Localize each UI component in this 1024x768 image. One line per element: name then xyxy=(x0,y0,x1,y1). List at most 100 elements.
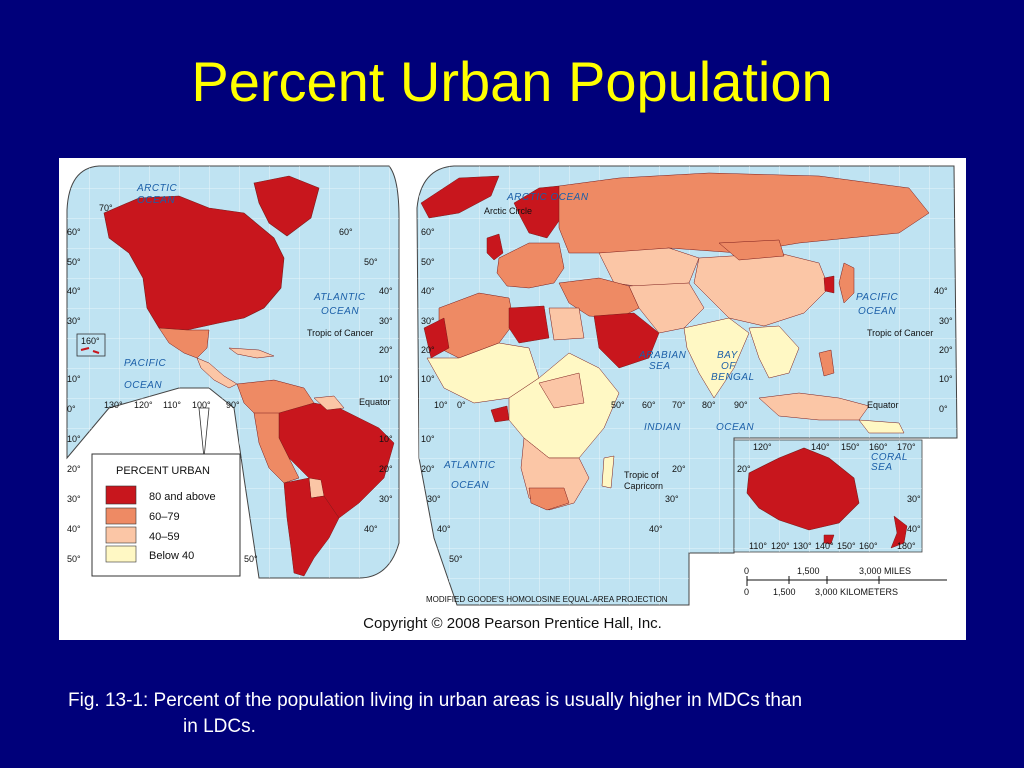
saudi-arabia xyxy=(593,312,660,369)
scale-miles-0: 0 xyxy=(744,566,749,576)
arabian-sea-label-2: SEA xyxy=(649,361,671,372)
southeast-asia xyxy=(748,325,800,379)
lat-30-wl: 30° xyxy=(67,316,81,326)
scale-km-0: 0 xyxy=(744,587,749,597)
lat-20-el: 20° xyxy=(421,345,435,355)
atlantic-ocean-label-s1: ATLANTIC xyxy=(443,460,496,471)
legend-label-3: 40–59 xyxy=(149,531,180,543)
central-african-states xyxy=(538,372,585,409)
legend-swatch-4 xyxy=(105,545,137,563)
lat-0-er: 0° xyxy=(939,404,948,414)
atlantic-ocean-label-n2: OCEAN xyxy=(321,306,359,317)
equator-label-w: Equator xyxy=(359,397,391,407)
copyright-notice: Copyright © 2008 Pearson Prentice Hall, … xyxy=(363,615,662,632)
western-europe xyxy=(496,242,565,289)
tropic-of-cancer-label-e: Tropic of Cancer xyxy=(867,328,933,338)
lat-40s-emid: 40° xyxy=(649,524,663,534)
lat-40-wl: 40° xyxy=(67,286,81,296)
lon-10w-e: 10° xyxy=(434,400,448,410)
lat-30s-wl: 30° xyxy=(67,494,81,504)
lat-10s-el: 10° xyxy=(421,434,435,444)
scale-km-3000: 3,000 KILOMETERS xyxy=(815,587,898,597)
australia xyxy=(746,447,860,531)
southern-cone xyxy=(283,477,340,577)
lon-160-inset-top: 160° xyxy=(869,442,888,452)
indian-ocean-label-2: OCEAN xyxy=(716,422,754,433)
lon-180-inset-b: 180° xyxy=(897,541,916,551)
indian-ocean-label-1: INDIAN xyxy=(644,422,681,433)
legend-swatch-3 xyxy=(105,526,137,544)
lat-20s-wl: 20° xyxy=(67,464,81,474)
indonesia xyxy=(758,392,870,421)
tropic-of-cancer-label-w: Tropic of Cancer xyxy=(307,328,373,338)
egypt xyxy=(548,307,585,341)
mexico xyxy=(158,327,210,359)
lat-30-er: 30° xyxy=(939,316,953,326)
lat-30-el: 30° xyxy=(421,316,435,326)
lat-30s-inset: 30° xyxy=(907,494,921,504)
slide-title: Percent Urban Population xyxy=(191,50,833,113)
lat-10-er: 10° xyxy=(939,374,953,384)
lon-110-w: 110° xyxy=(163,400,181,410)
south-africa xyxy=(528,487,570,511)
lat-50-wl: 50° xyxy=(67,257,81,267)
new-zealand xyxy=(890,515,908,549)
lon-130-w: 130° xyxy=(104,400,123,410)
hawaii-inset-label: 160° xyxy=(81,336,100,346)
lat-30-wr: 30° xyxy=(379,316,393,326)
greenland-east xyxy=(420,175,500,219)
caption-line-2: in LDCs. xyxy=(183,716,256,737)
lat-10s-wr: 10° xyxy=(379,434,393,444)
russia xyxy=(558,172,930,254)
world-map: 160° ARCTIC OCEAN ATLANTIC OCEAN PACIFIC… xyxy=(66,165,958,606)
morocco-western-sahara xyxy=(423,317,450,359)
india xyxy=(683,317,750,399)
lat-10s-wl: 10° xyxy=(67,434,81,444)
lat-70-w: 70° xyxy=(99,203,113,213)
lon-90-e: 90° xyxy=(734,400,748,410)
lat-40-er: 40° xyxy=(934,286,948,296)
lon-70-e: 70° xyxy=(672,400,686,410)
arctic-ocean-label-w1: ARCTIC xyxy=(136,183,178,194)
legend-label-2: 60–79 xyxy=(149,511,180,523)
lat-30s-emid: 30° xyxy=(665,494,679,504)
lat-0-wl: 0° xyxy=(67,404,76,414)
scale-km-1500: 1,500 xyxy=(773,587,796,597)
lat-30s-el: 30° xyxy=(427,494,441,504)
china xyxy=(693,252,830,327)
legend-swatch-2 xyxy=(105,507,137,525)
lat-50-el: 50° xyxy=(421,257,435,267)
tropic-of-capricorn-label-2: Capricorn xyxy=(624,481,663,491)
pacific-ocean-label-w2: OCEAN xyxy=(124,380,162,391)
atlantic-ocean-label-s2: OCEAN xyxy=(451,480,489,491)
pacific-ocean-label-e2: OCEAN xyxy=(858,306,896,317)
scandinavia xyxy=(513,185,562,239)
lat-20s-emid: 20° xyxy=(672,464,686,474)
caribbean xyxy=(228,347,275,359)
lat-60-el: 60° xyxy=(421,227,435,237)
scale-bar: 0 1,500 3,000 MILES 0 1,500 3,000 KILOME… xyxy=(744,566,947,597)
papua-new-guinea xyxy=(858,419,905,434)
lon-140-inset-top: 140° xyxy=(811,442,830,452)
united-kingdom xyxy=(486,233,504,261)
projection-label: MODIFIED GOODE'S HOMOLOSINE EQUAL-AREA P… xyxy=(426,595,668,604)
andes-countries xyxy=(253,412,300,484)
lat-40s-inset: 40° xyxy=(907,524,921,534)
lat-40s-wl: 40° xyxy=(67,524,81,534)
lat-50s-wr: 50° xyxy=(244,554,258,564)
lon-130-inset-b: 130° xyxy=(793,541,812,551)
atlantic-ocean-label-n1: ATLANTIC xyxy=(313,292,366,303)
arctic-circle-label: Arctic Circle xyxy=(484,206,532,216)
lon-160-inset-b: 160° xyxy=(859,541,878,551)
lat-20s-wr: 20° xyxy=(379,464,393,474)
lon-150-inset-top: 150° xyxy=(841,442,860,452)
caption-line-1: Fig. 13-1: Percent of the population liv… xyxy=(68,690,803,711)
lon-60-e: 60° xyxy=(642,400,656,410)
greenland xyxy=(253,175,320,237)
lat-40s-el: 40° xyxy=(437,524,451,534)
lon-150-inset-b: 150° xyxy=(837,541,856,551)
lon-120-w: 120° xyxy=(134,400,153,410)
lat-10-wl: 10° xyxy=(67,374,81,384)
south-korea xyxy=(823,275,835,294)
lat-40s-wr: 40° xyxy=(364,524,378,534)
